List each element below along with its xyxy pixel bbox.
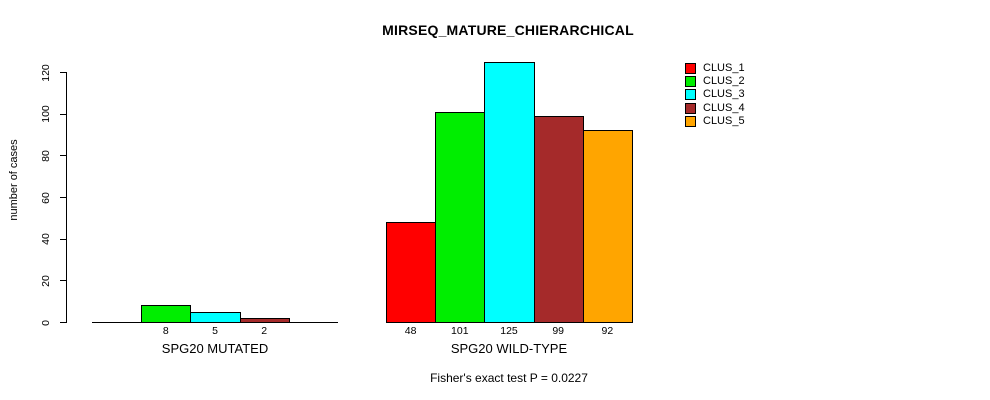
bar-CLUS_4 [533,115,584,323]
legend-swatch-CLUS_1 [685,63,696,74]
y-tick-mark [60,322,66,323]
y-tick-label: 20 [40,274,52,287]
y-tick-mark [60,197,66,198]
bar-CLUS_3 [484,61,535,323]
bar-value-label: 92 [601,325,614,337]
bar-value-label: 2 [261,325,268,337]
legend-label-CLUS_2: CLUS_2 [703,75,745,88]
legend-swatch-CLUS_5 [685,115,696,127]
footnote: Fisher's exact test P = 0.0227 [430,371,588,385]
y-tick-label: 0 [40,319,52,326]
bar-value-label: 5 [212,325,218,337]
y-tick-label: 40 [40,233,52,245]
chart-title: MIRSEQ_MATURE_CHIERARCHICAL [382,22,634,38]
legend-swatch-CLUS_3 [685,89,696,101]
y-tick-mark [60,280,66,282]
legend-swatch-CLUS_2 [685,76,696,88]
bar-CLUS_5 [582,130,633,323]
y-tick-label: 100 [40,105,52,123]
y-axis-line [66,72,67,323]
y-axis-label: number of cases [8,139,20,221]
y-tick-mark [60,155,66,157]
bar-value-label: 99 [552,325,565,337]
legend-label-CLUS_5: CLUS_5 [703,114,745,127]
y-tick-label: 60 [40,191,52,204]
legend-label-CLUS_4: CLUS_4 [703,101,745,114]
bar-value-label: 101 [451,325,469,337]
bar-CLUS_2 [435,111,486,323]
bar-CLUS_2 [141,305,192,323]
y-tick-mark [60,238,66,240]
legend-swatch-CLUS_4 [685,102,696,114]
bar-value-label: 125 [500,325,518,337]
y-tick-mark [60,72,66,73]
y-tick-label: 80 [40,149,52,162]
bar-value-label: 48 [404,325,417,337]
y-tick-label: 120 [40,63,52,82]
bar-value-label: 8 [162,325,169,337]
bar-CLUS_4 [239,317,290,323]
legend-label-CLUS_1: CLUS_1 [703,62,745,74]
bar-CLUS_1 [386,222,437,323]
y-tick-mark [60,113,66,115]
legend-label-CLUS_3: CLUS_3 [703,88,745,101]
bar-CLUS_3 [190,311,241,323]
group-label: SPG20 WILD-TYPE [450,341,568,356]
group-label: SPG20 MUTATED [161,341,269,356]
